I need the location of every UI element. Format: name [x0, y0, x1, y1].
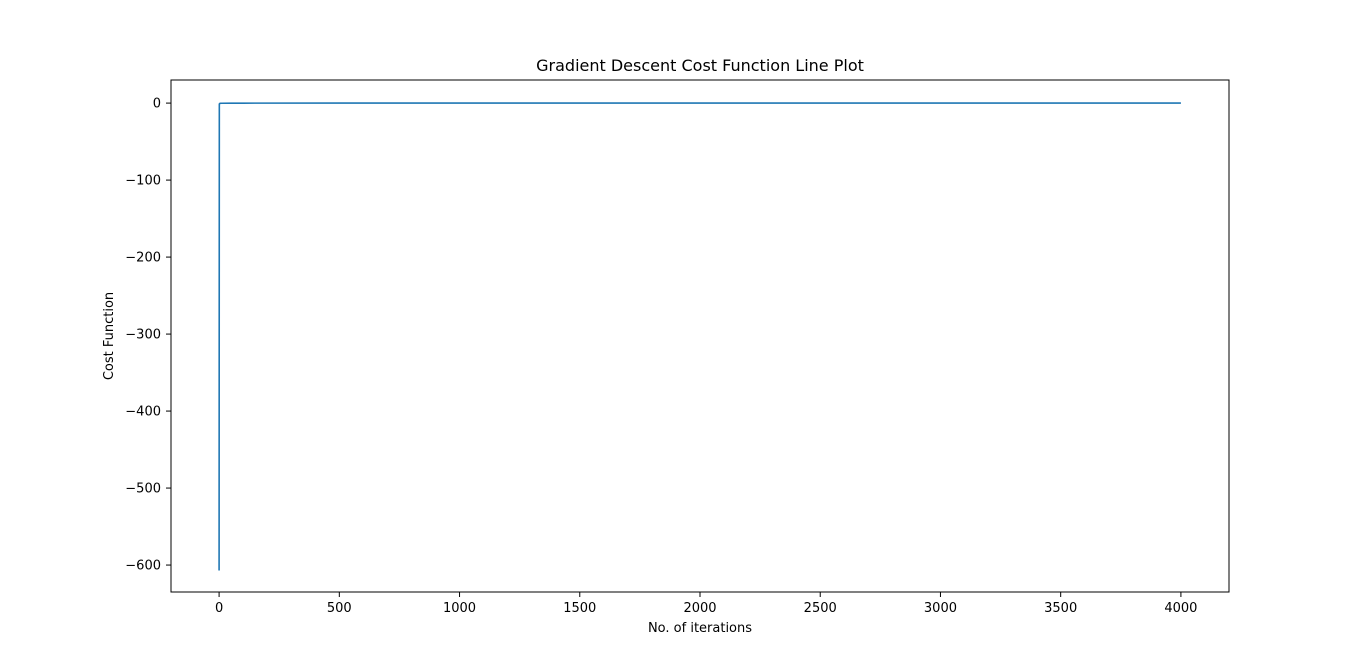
x-tick-label: 3000 — [924, 601, 957, 616]
x-tick-label: 2000 — [683, 601, 716, 616]
series-line — [218, 102, 1181, 571]
y-tick-label: −400 — [125, 405, 161, 420]
chart-title: Gradient Descent Cost Function Line Plot — [536, 56, 864, 75]
y-tick-label: 0 — [153, 97, 161, 112]
y-tick-label: −600 — [125, 559, 161, 574]
x-tick-label: 2500 — [804, 601, 837, 616]
series-layer — [218, 102, 1181, 571]
y-axis: 0 −100 −200 −300 −400 −500 −600 — [125, 97, 171, 574]
y-tick-label: −200 — [125, 251, 161, 266]
x-tick-label: 4000 — [1164, 601, 1197, 616]
y-tick-label: −500 — [125, 482, 161, 497]
x-axis-label: No. of iterations — [648, 621, 752, 636]
x-axis: 0 500 1000 1500 2000 2500 3000 3500 4000 — [215, 592, 1197, 616]
x-tick-label: 500 — [327, 601, 352, 616]
y-tick-label: −100 — [125, 174, 161, 189]
y-axis-label: Cost Function — [102, 292, 117, 380]
x-tick-label: 1000 — [443, 601, 476, 616]
y-tick-label: −300 — [125, 328, 161, 343]
x-tick-label: 0 — [215, 601, 223, 616]
x-tick-label: 1500 — [563, 601, 596, 616]
x-tick-label: 3500 — [1044, 601, 1077, 616]
plot-area — [170, 79, 1230, 593]
